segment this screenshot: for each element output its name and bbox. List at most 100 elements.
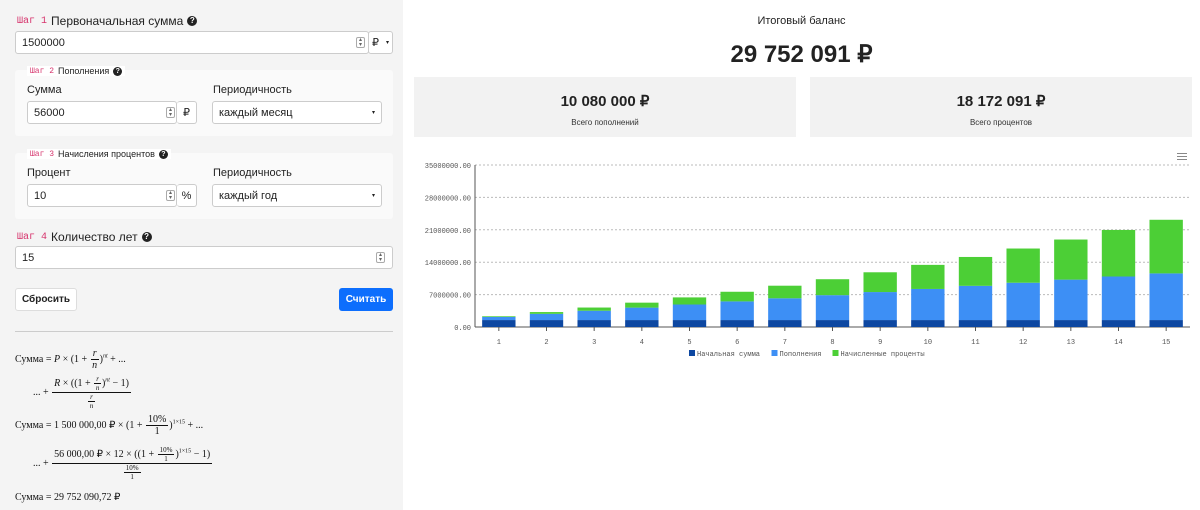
bar-segment [1101, 320, 1136, 327]
x-tick-label: 10 [924, 339, 932, 347]
initial-sum-value: 1500000 [22, 36, 65, 49]
legend-label: Пополнения [780, 351, 822, 359]
initial-sum-input[interactable]: 1500000 [15, 31, 369, 54]
spinner-icon[interactable]: ▴ ▾ [356, 37, 365, 48]
bar-segment [482, 320, 516, 327]
legend-label: Начальная сумма [697, 351, 760, 359]
help-icon[interactable]: ? [141, 232, 152, 242]
bar-segment [768, 285, 802, 299]
bar-segment [1149, 320, 1183, 327]
chevron-down-icon: ▾ [371, 110, 375, 116]
x-tick-label: 14 [1114, 339, 1122, 347]
bar-segment [815, 279, 850, 296]
calculator-form: Шаг 1 Первоначальная сумма ? 1500000 ▴ ▾ … [0, 0, 403, 510]
spinner-icon[interactable]: ▴ ▾ [376, 252, 385, 263]
result-text: 29 752 090,72 ₽ [53, 492, 121, 503]
bar-segment [672, 297, 707, 305]
sum-word: Сумма [15, 492, 44, 503]
x-tick-label: 4 [640, 339, 644, 347]
deposits-card: 10 080 000 ₽ Всего пополнений [414, 77, 796, 137]
reset-button[interactable]: Сбросить [15, 288, 77, 311]
x-tick-label: 12 [1019, 339, 1027, 347]
chart-menu-icon[interactable] [1177, 153, 1187, 160]
bar-segment [1054, 279, 1088, 321]
y-tick-label: 21000000.00 [425, 228, 471, 236]
deposit-sum-label: Сумма [27, 84, 62, 96]
step2-title: Пополнения [58, 66, 110, 76]
interest-period-select[interactable]: каждый год ▾ [212, 184, 382, 207]
spinner-icon[interactable]: ▴ ▾ [166, 107, 175, 118]
currency-select[interactable]: ₽ ▾ [368, 31, 393, 54]
divider [15, 331, 393, 332]
step4-header: Шаг 4 Количество лет ? [17, 230, 152, 244]
bar-segment [625, 320, 659, 327]
bar-segment [1054, 320, 1088, 327]
deposit-sum-input[interactable]: 56000 [27, 101, 177, 124]
interest-value: 18 172 091 ₽ [956, 93, 1046, 110]
x-tick-label: 2 [544, 339, 548, 347]
help-icon[interactable]: ? [187, 16, 198, 26]
step3-title: Начисления процентов [58, 149, 155, 159]
bar-segment [1054, 239, 1088, 280]
interest-rate-value: 10 [34, 189, 47, 202]
formula-line-3: Сумма = 1 500 000,00 ₽ × (1 + 10% 1)1×15 … [15, 414, 204, 437]
bar-segment [863, 320, 897, 327]
legend-swatch [771, 350, 778, 356]
bar-segment [1101, 276, 1136, 321]
x-tick-label: 11 [971, 339, 979, 347]
deposits-value: 10 080 000 ₽ [560, 93, 650, 110]
rate-text: 10% [157, 446, 175, 455]
spinner-icon[interactable]: ▴ ▾ [166, 190, 175, 201]
bar-segment [1149, 219, 1183, 274]
interest-caption: Всего процентов [969, 118, 1033, 127]
deposit-sum-value: 56000 [34, 106, 65, 119]
exponent-text: 1×15 [172, 419, 186, 426]
bar-segment [672, 304, 707, 321]
bar-segment [482, 316, 516, 321]
help-icon[interactable]: ? [158, 149, 168, 159]
bar-segment [1006, 248, 1040, 283]
bar-segment [529, 313, 564, 321]
deposit-period-label: Периодичность [213, 84, 292, 96]
bar-segment [958, 285, 993, 321]
y-tick-label: 28000000.00 [425, 195, 471, 203]
calculate-button[interactable]: Считать [339, 288, 393, 311]
bar-segment [625, 307, 659, 321]
bar-segment [577, 320, 611, 327]
step4-title: Количество лет [51, 230, 138, 244]
bar-segment [958, 320, 993, 327]
bar-segment [958, 256, 993, 286]
step1-title: Первоначальная сумма [51, 14, 184, 28]
years-input[interactable]: 15 [15, 246, 393, 269]
y-tick-label: 35000000.00 [425, 163, 471, 171]
interest-rate-input[interactable]: 10 [27, 184, 177, 207]
balance-chart: 0.00 7000000.00 14000000.00 21000000.00 2800… [425, 163, 1190, 359]
x-tick-label: 9 [878, 339, 882, 347]
help-icon[interactable]: ? [113, 66, 123, 76]
initial-sum-text: 1 500 000,00 ₽ [53, 419, 116, 431]
step2-tag: Шаг 2 [30, 66, 55, 76]
results-panel: Итоговый баланс 29 752 091 ₽ 10 080 000 … [403, 0, 1200, 510]
bar-segment [863, 272, 897, 293]
rate-text: 10% [145, 414, 169, 426]
deposit-period-select[interactable]: каждый месяц ▾ [212, 101, 382, 124]
x-tick-label: 1 [497, 339, 501, 347]
bar-segment [1101, 229, 1136, 277]
bar-segment [1006, 320, 1040, 327]
bar-segment [911, 264, 945, 289]
percent-sign: % [181, 189, 192, 202]
x-tick-label: 6 [735, 339, 739, 347]
y-tick-label: 0.00 [454, 325, 471, 333]
interest-period-value: каждый год [219, 189, 278, 202]
legend-label: Начисленные проценты [841, 351, 925, 359]
bar-segment [768, 298, 802, 321]
bar-segment [482, 316, 516, 317]
bar-segment [768, 320, 802, 327]
interest-card: 18 172 091 ₽ Всего процентов [810, 77, 1192, 137]
sum-word: Сумма [15, 419, 44, 431]
bar-segment [577, 307, 611, 311]
step2-header: Шаг 2 Пополнения ? [27, 66, 126, 76]
percent-unit: % [177, 184, 197, 207]
formula-line-1: Сумма = P × (1 + r n)nt + ... [15, 348, 126, 371]
x-tick-label: 8 [830, 339, 834, 347]
